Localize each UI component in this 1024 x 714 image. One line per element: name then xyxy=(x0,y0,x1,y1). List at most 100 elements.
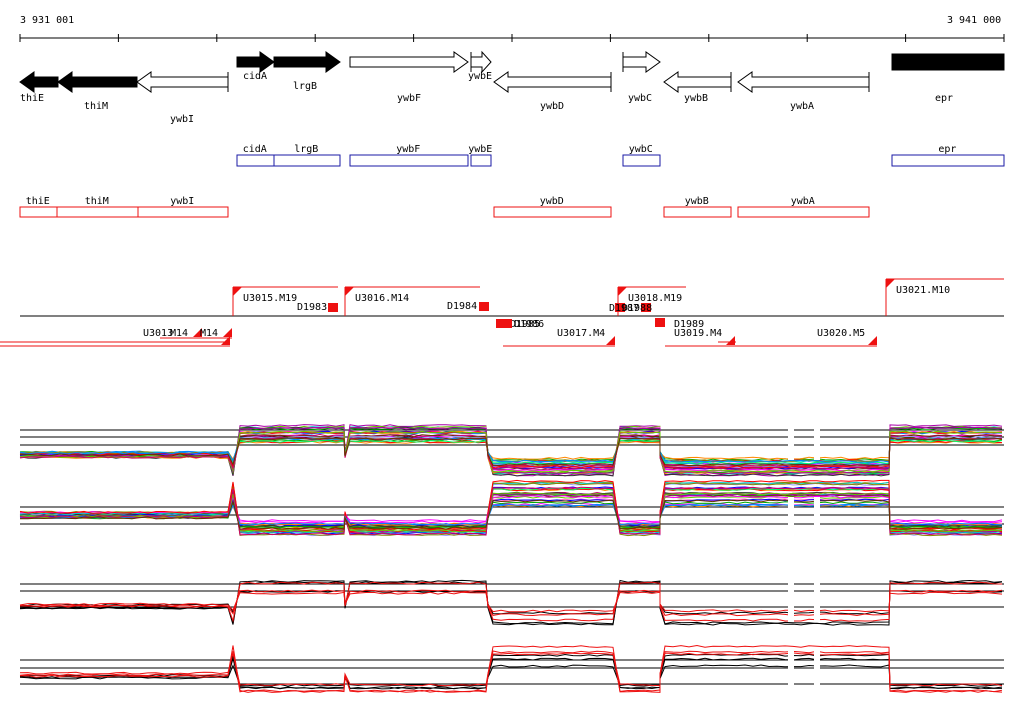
expression-profile-line xyxy=(19,664,1003,687)
marker-label: D1983 xyxy=(297,302,327,313)
segment-label: U3017.M4 xyxy=(557,328,605,339)
gene-label-ywbC: ywbC xyxy=(628,93,652,104)
minus-gene-box xyxy=(19,206,58,218)
gene-label-epr: epr xyxy=(935,93,953,104)
plus-gene-label: epr xyxy=(938,144,956,155)
coord-end: 3 941 000 xyxy=(947,15,1001,26)
expression-profile-line xyxy=(19,486,1003,536)
segment-start-flag xyxy=(233,287,242,296)
marker-label: D1985 xyxy=(510,319,540,330)
plus-gene-box xyxy=(349,154,469,167)
plus-gene-label: lrgB xyxy=(294,144,318,155)
plus-gene-label: ywbF xyxy=(396,144,420,155)
marker-box xyxy=(641,303,651,312)
segment-start-flag xyxy=(886,279,895,288)
minus-gene-box xyxy=(56,206,139,218)
expression-panel-plus-strand-selected xyxy=(19,574,1004,626)
minus-gene-box xyxy=(493,206,612,218)
minus-gene-label: ywbI xyxy=(170,196,194,207)
gene-label-cidA: cidA xyxy=(243,71,267,82)
plus-gene-box xyxy=(273,154,341,167)
plus-gene-label: ywbC xyxy=(629,144,653,155)
segment-label: U3021.M10 xyxy=(896,285,950,296)
marker-box xyxy=(502,319,512,328)
plus-strand-gene-boxes: cidA lrgB ywbF ywbE ywbC epr xyxy=(236,144,1005,167)
gene-arrow-thiE xyxy=(19,71,59,93)
expression-profile-line xyxy=(19,581,1003,625)
data-gap xyxy=(814,420,820,460)
gene-arrow-epr xyxy=(891,53,1005,71)
plus-gene-label: cidA xyxy=(243,144,267,155)
expression-profile-line xyxy=(19,652,1003,687)
gene-arrow-cidA xyxy=(236,51,275,73)
segment-end-flag xyxy=(193,328,202,337)
minus-gene-box xyxy=(737,206,870,218)
gene-label-ywbA: ywbA xyxy=(790,101,814,112)
plus-gene-box xyxy=(622,154,661,167)
expression-profile-line xyxy=(19,650,1003,693)
minus-gene-label: thiM xyxy=(85,196,109,207)
expression-profile-line xyxy=(19,479,1003,533)
segment-label: U3020.M5 xyxy=(817,328,865,339)
gene-label-ywbB: ywbB xyxy=(684,93,708,104)
data-gap xyxy=(788,574,794,622)
expression-profile-line xyxy=(19,482,1003,537)
gene-annotation-track: thiE thiM ywbI cidA lrgB ywbF ywbE ywbD ywbC ywbB… xyxy=(19,50,1005,125)
marker-label: D1987 xyxy=(609,303,639,314)
marker-box xyxy=(615,303,625,312)
position-ruler xyxy=(19,34,1005,42)
expression-profile-line xyxy=(19,590,1003,615)
segment-label: M14 xyxy=(170,328,188,339)
gene-arrow-thiM xyxy=(57,71,138,93)
gene-arrow-ywbE xyxy=(470,50,492,74)
gene-label-thiM: thiM xyxy=(84,101,108,112)
segment-end-flag xyxy=(606,336,615,345)
plus-gene-box xyxy=(470,154,492,167)
plus-gene-label: ywbE xyxy=(468,144,492,155)
segment-end-flag xyxy=(221,336,230,345)
marker-label: D1988 xyxy=(622,303,652,314)
expression-panel-minus-strand-all-conditions xyxy=(19,479,1004,539)
minus-gene-label: ywbB xyxy=(685,196,709,207)
expression-profile-line xyxy=(19,644,1003,693)
segment-label: U3019.M4 xyxy=(674,328,722,339)
segment-start-flag xyxy=(618,287,627,296)
gene-label-ywbI: ywbI xyxy=(170,114,194,125)
expression-profile-line xyxy=(19,589,1003,617)
gene-label-lrgB: lrgB xyxy=(293,81,317,92)
gene-arrow-lrgB xyxy=(273,51,341,73)
data-gap xyxy=(814,574,820,622)
expression-panel-minus-strand-selected xyxy=(19,644,1004,699)
expression-profile-line xyxy=(19,657,1003,690)
segment-end-flag xyxy=(223,328,232,337)
expression-profile-line xyxy=(19,493,1003,528)
expression-panel-plus-strand-all-conditions xyxy=(19,420,1004,477)
gene-arrow-ywbF xyxy=(349,51,469,73)
minus-gene-label: ywbA xyxy=(791,196,815,207)
minus-gene-box xyxy=(663,206,732,218)
expression-profile-line xyxy=(19,581,1003,623)
data-gap xyxy=(814,650,820,699)
segment-label: U3015.M19 xyxy=(243,293,297,304)
gene-arrow-ywbD xyxy=(493,71,612,93)
segment-label: M14 xyxy=(200,328,218,339)
gene-label-thiE: thiE xyxy=(20,93,44,104)
expression-profile-line xyxy=(19,492,1003,528)
expression-profile-line xyxy=(19,437,1003,471)
expression-profile-line xyxy=(19,492,1002,533)
coord-start: 3 931 001 xyxy=(20,15,74,26)
segment-label: U3018.M19 xyxy=(628,293,682,304)
gene-label-ywbE: ywbE xyxy=(468,71,492,82)
segment-start-flag xyxy=(345,287,354,296)
expression-profile-line xyxy=(19,437,1003,467)
gene-arrow-ywbA xyxy=(737,71,870,93)
minus-strand-gene-boxes: thiE thiM ywbI ywbD ywbB ywbA xyxy=(19,196,870,218)
segment-label: U3013 xyxy=(143,328,173,339)
expression-profile-line xyxy=(19,437,1003,463)
gene-label-ywbF: ywbF xyxy=(397,93,421,104)
minus-gene-label: ywbD xyxy=(540,196,564,207)
expression-profile-line xyxy=(19,482,1003,537)
data-gap xyxy=(788,420,794,460)
marker-label: D1984 xyxy=(447,301,477,312)
